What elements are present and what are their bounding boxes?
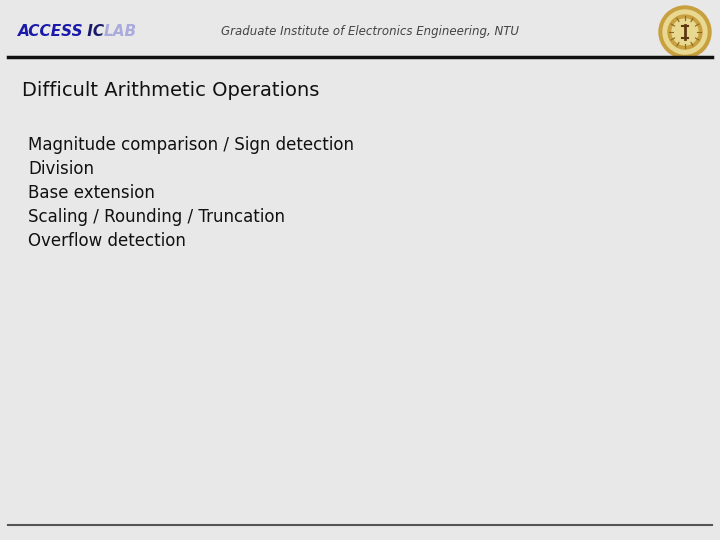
Text: Overflow detection: Overflow detection [28,232,186,250]
Circle shape [659,6,711,58]
Text: Magnitude comparison / Sign detection: Magnitude comparison / Sign detection [28,136,354,154]
Text: IC: IC [82,24,109,39]
Text: Division: Division [28,160,94,178]
Text: Base extension: Base extension [28,184,155,202]
Circle shape [663,10,707,54]
Text: Graduate Institute of Electronics Engineering, NTU: Graduate Institute of Electronics Engine… [221,25,519,38]
Text: ACCESS: ACCESS [18,24,84,39]
Text: Scaling / Rounding / Truncation: Scaling / Rounding / Truncation [28,208,285,226]
Circle shape [668,15,702,49]
Text: LAB: LAB [104,24,137,39]
Circle shape [672,19,698,45]
Text: Difficult Arithmetic Operations: Difficult Arithmetic Operations [22,80,320,99]
